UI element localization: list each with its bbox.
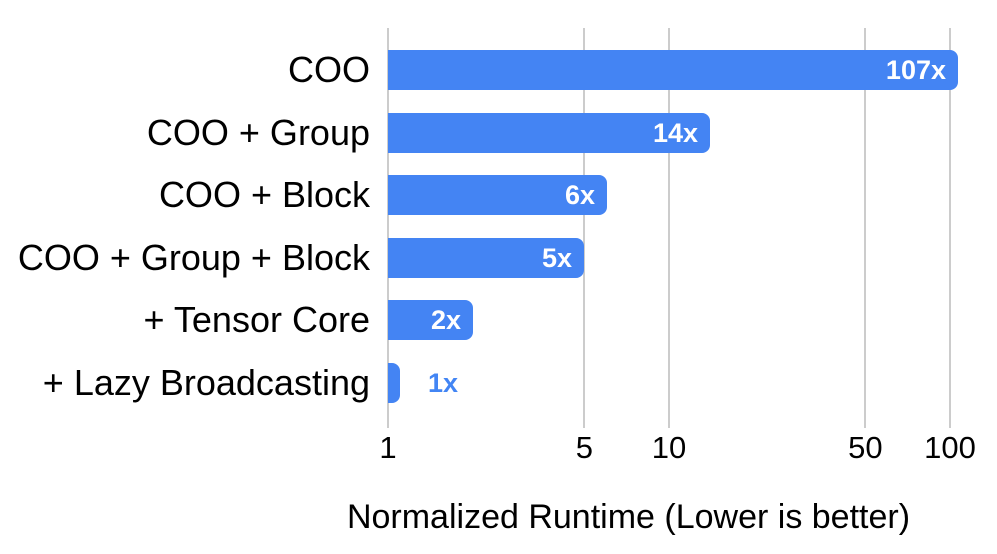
bar: 5x bbox=[388, 238, 584, 278]
bar-value-label: 1x bbox=[428, 368, 459, 398]
axis-tick bbox=[949, 420, 951, 428]
category-label: COO bbox=[287, 49, 370, 90]
bar: 14x bbox=[388, 113, 710, 153]
bar: 107x bbox=[388, 50, 958, 90]
gridline bbox=[583, 28, 586, 420]
x-tick-label: 5 bbox=[575, 430, 594, 465]
category-label: + Lazy Broadcasting bbox=[42, 362, 370, 403]
x-tick-label: 10 bbox=[651, 430, 687, 465]
x-axis-title: Normalized Runtime (Lower is better) bbox=[346, 498, 911, 536]
x-tick-label: 50 bbox=[848, 430, 883, 465]
bar-value-label: 6x bbox=[564, 180, 595, 210]
gridline bbox=[668, 28, 670, 420]
bar-value-label: 107x bbox=[885, 55, 946, 85]
bar: 2x bbox=[388, 300, 473, 340]
axis-tick bbox=[387, 420, 389, 428]
gridline bbox=[864, 28, 867, 420]
bar-value-label: 14x bbox=[652, 118, 698, 148]
category-label: COO + Block bbox=[158, 174, 370, 215]
bar bbox=[388, 363, 400, 403]
axis-tick bbox=[668, 420, 670, 428]
category-label: COO + Group + Block bbox=[17, 237, 370, 278]
category-label: COO + Group bbox=[146, 112, 370, 153]
bar-value-label: 5x bbox=[541, 243, 572, 273]
category-label: + Tensor Core bbox=[143, 299, 370, 340]
axis-tick bbox=[583, 420, 586, 428]
bar: 6x bbox=[388, 175, 607, 215]
x-tick-label: 100 bbox=[924, 430, 976, 465]
gridline bbox=[387, 28, 389, 420]
bar-value-label: 2x bbox=[430, 305, 461, 335]
gridline bbox=[949, 28, 951, 420]
axis-tick bbox=[864, 420, 867, 428]
x-tick-label: 1 bbox=[379, 430, 397, 465]
